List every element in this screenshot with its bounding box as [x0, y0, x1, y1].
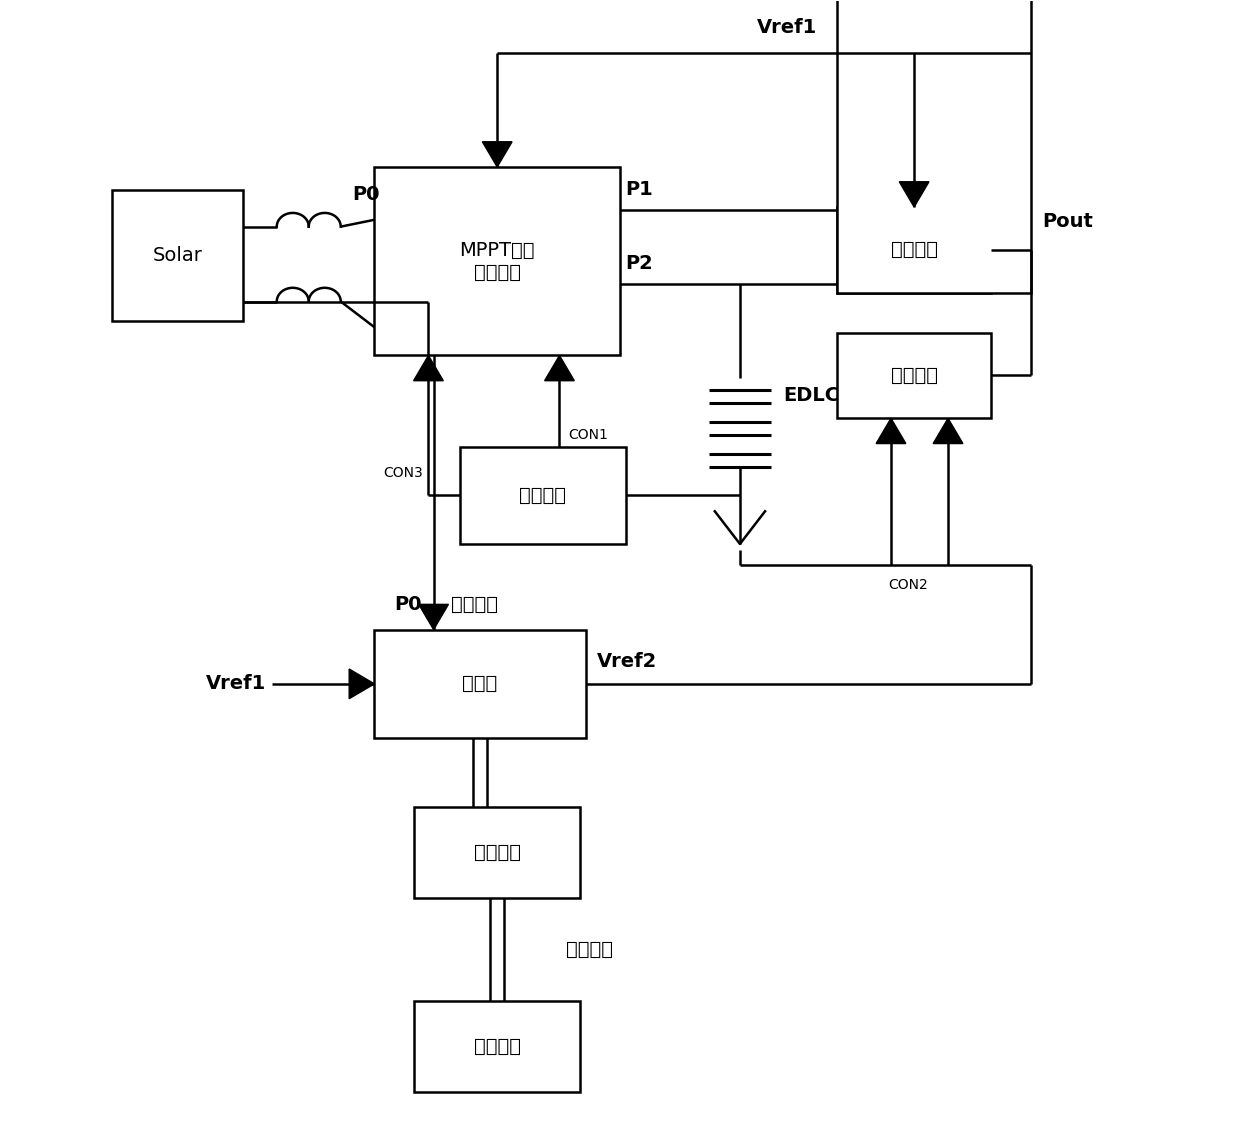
Text: CON2: CON2 — [889, 578, 929, 592]
Text: MPPT升压
二路输出: MPPT升压 二路输出 — [460, 240, 534, 282]
Bar — [837, 0, 1032, 293]
Text: Vref1: Vref1 — [756, 18, 817, 37]
Text: P0: P0 — [394, 595, 422, 614]
Bar — [414, 807, 580, 898]
Polygon shape — [934, 418, 963, 443]
Bar — [460, 447, 626, 544]
Text: Pout: Pout — [1043, 212, 1094, 231]
Text: Solar: Solar — [153, 246, 202, 264]
Text: EDLC: EDLC — [782, 386, 839, 405]
Polygon shape — [877, 418, 906, 443]
Bar — [837, 333, 991, 418]
Polygon shape — [544, 355, 574, 381]
Polygon shape — [482, 142, 512, 167]
Text: P1: P1 — [626, 180, 653, 199]
Bar — [374, 167, 620, 355]
Polygon shape — [419, 605, 449, 630]
Text: 二次升压: 二次升压 — [890, 366, 937, 385]
Bar — [374, 630, 585, 739]
Bar — [112, 190, 243, 322]
Text: Vref1: Vref1 — [206, 674, 265, 694]
Text: 充电均衡: 充电均衡 — [520, 485, 567, 505]
Text: 二次升压: 二次升压 — [890, 240, 937, 259]
Text: CON3: CON3 — [383, 466, 423, 480]
Text: 通讯总线: 通讯总线 — [565, 940, 613, 958]
Bar — [837, 207, 991, 293]
Text: P2: P2 — [626, 254, 653, 273]
Polygon shape — [414, 355, 443, 381]
Text: 功率分配: 功率分配 — [450, 595, 497, 614]
Text: 通讯接口: 通讯接口 — [474, 843, 521, 862]
Text: P0: P0 — [352, 185, 379, 204]
Polygon shape — [899, 182, 929, 207]
Bar — [414, 1001, 580, 1092]
Text: CON1: CON1 — [569, 428, 609, 442]
Text: 远程终端: 远程终端 — [474, 1037, 521, 1056]
Text: Vref2: Vref2 — [598, 652, 657, 671]
Polygon shape — [350, 669, 374, 698]
Text: 控制器: 控制器 — [463, 674, 497, 694]
